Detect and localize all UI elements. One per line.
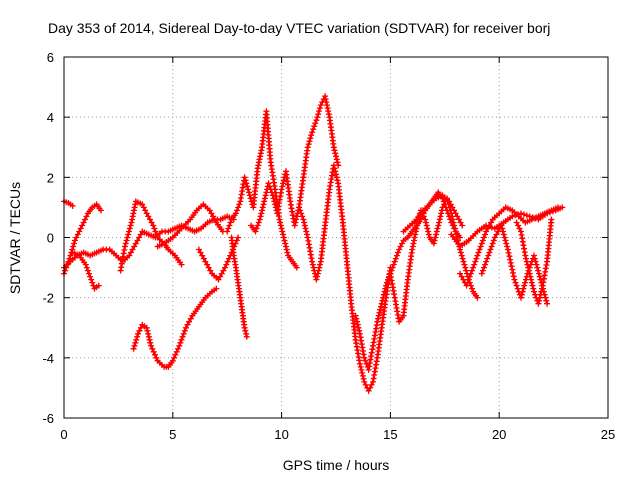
x-tick-label: 0 — [60, 427, 67, 442]
series-sat-i — [224, 108, 300, 271]
x-tick-label: 25 — [601, 427, 615, 442]
x-axis-label: GPS time / hours — [283, 457, 390, 473]
series-sat-o — [400, 192, 466, 235]
series-markers — [513, 216, 555, 307]
series-markers — [61, 201, 104, 277]
series-sat-q — [457, 204, 561, 289]
series-sat-b — [61, 201, 104, 277]
series-sat-s — [513, 216, 555, 307]
series-markers — [228, 234, 250, 340]
x-tick-labels: 0 5 10 15 20 25 — [60, 427, 615, 442]
x-tick-label: 20 — [492, 427, 506, 442]
series-markers — [130, 285, 220, 370]
series-markers — [400, 192, 466, 235]
tick-marks — [63, 56, 609, 419]
series-sat-g — [154, 201, 226, 250]
series-sat-l — [296, 162, 394, 394]
x-tick-label: 5 — [169, 427, 176, 442]
series-markers — [248, 93, 342, 235]
series-markers — [296, 162, 394, 394]
series-markers — [154, 201, 226, 250]
series-markers — [61, 198, 76, 209]
series-sat-j — [228, 234, 250, 340]
series-markers — [69, 249, 102, 292]
series-markers — [383, 195, 481, 325]
y-tick-label: -2 — [42, 291, 54, 306]
series-markers — [457, 204, 561, 289]
y-tick-label: -6 — [42, 411, 54, 426]
y-tick-label: 2 — [47, 170, 54, 185]
series-sat-f — [130, 285, 220, 370]
y-axis-label: SDTVAR / TECUs — [7, 182, 23, 294]
y-tick-label: 6 — [47, 50, 54, 65]
chart-title: Day 353 of 2014, Sidereal Day-to-day VTE… — [48, 20, 550, 36]
series-markers — [224, 108, 300, 271]
series-sat-c — [61, 198, 76, 209]
y-tick-label: 0 — [47, 231, 54, 246]
x-tick-label: 15 — [383, 427, 397, 442]
grid — [64, 57, 608, 418]
y-tick-labels: -6 -4 -2 0 2 4 6 — [42, 50, 54, 426]
series-sat-e — [117, 198, 185, 274]
series-sat-n — [383, 195, 481, 325]
series-sat-k — [248, 93, 342, 235]
x-tick-label: 10 — [274, 427, 288, 442]
series-sat-d — [69, 249, 102, 292]
y-tick-label: 4 — [47, 110, 54, 125]
y-tick-label: -4 — [42, 351, 54, 366]
series-layer — [61, 93, 566, 394]
